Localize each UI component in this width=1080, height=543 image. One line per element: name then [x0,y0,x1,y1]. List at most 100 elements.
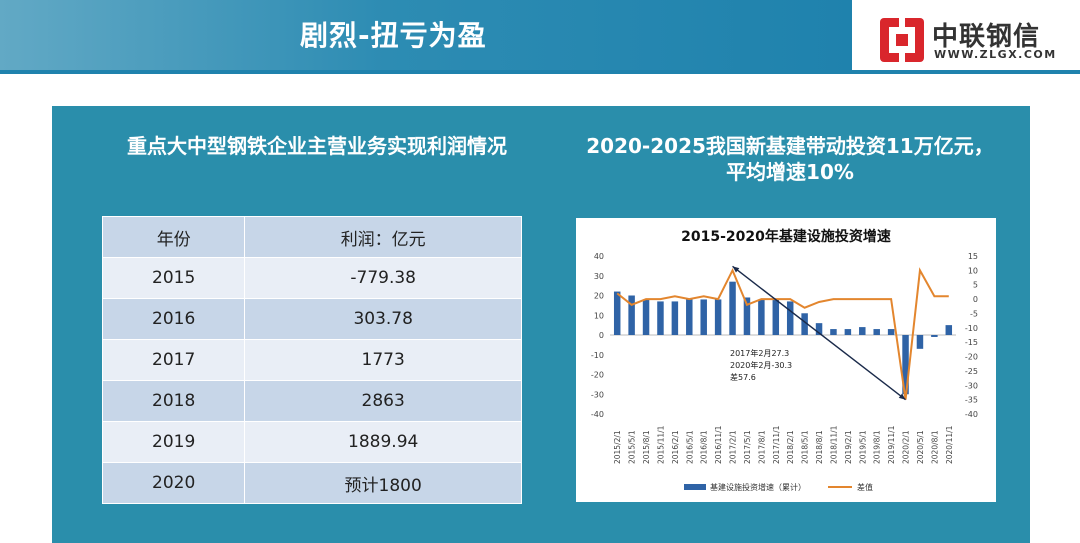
y-left-tick-label: 0 [599,331,604,340]
annotation-arrowhead-start [732,266,740,273]
content-panel: 重点大中型钢铁企业主营业务实现利润情况 年份 利润：亿元 2015 -779.3… [52,106,1030,543]
table-cell-profit: 303.78 [244,298,522,340]
table-cell-year: 2017 [101,339,246,381]
page-title: 剧烈-扭亏为盈 [300,19,487,52]
bar [786,301,794,335]
logo-mark-icon [880,18,924,62]
x-tick-label: 2017/8/1 [757,430,766,464]
bar [686,299,693,335]
column-header-profit: 利润：亿元 [244,216,522,258]
annotation-text: 差57.6 [730,372,756,382]
table-cell-profit: 1889.94 [244,421,522,463]
table-row: 2015 -779.38 [101,257,522,299]
bar [945,325,953,335]
table-row: 2016 303.78 [101,298,522,340]
x-tick-label: 2018/11/1 [829,425,838,464]
y-right-tick-label: -5 [970,309,978,318]
annotation-text: 2020年2月-30.3 [730,360,792,370]
annotation-arrowhead-end [898,393,906,400]
x-tick-label: 2016/2/1 [671,430,680,464]
y-right-tick-label: 15 [968,252,978,261]
table-cell-profit: 2863 [244,380,522,422]
bar [714,299,722,335]
infrastructure-chart: 2015-2020年基建设施投资增速 40 30 20 10 0 -10 -20 -30 -40… [576,218,996,502]
series-line [616,267,949,400]
table-cell-year: 2018 [101,380,246,422]
y-left-tick-label: -20 [591,371,604,380]
x-tick-label: 2015/2/1 [613,430,622,464]
x-tick-label: 2017/2/1 [729,430,738,464]
bar [887,329,895,335]
table-cell-year: 2016 [101,298,246,340]
x-tick-label: 2015/11/1 [656,425,665,464]
table-cell-year: 2020 [101,462,246,504]
bar [642,299,650,335]
bar [916,335,924,349]
y-left-tick-label: 20 [594,292,604,301]
x-tick-label: 2018/5/1 [801,430,810,464]
y-left-tick-label: 40 [594,252,604,261]
y-right-tick-label: -20 [965,353,978,362]
bar [902,335,909,395]
bar [657,301,664,335]
y-right-tick-label: -15 [965,338,978,347]
bar [801,313,808,335]
y-left-tick-label: -10 [591,351,604,360]
header-band [0,0,852,70]
logo-name: 中联钢信 [932,22,1041,52]
y-right-tick-label: 10 [968,266,978,275]
legend-swatch-bars [684,484,706,490]
x-tick-label: 2019/8/1 [873,430,882,464]
chart-canvas: 40 30 20 10 0 -10 -20 -30 -40 15 10 5 0 -5 -10 -15 -20 -2… [591,252,978,492]
bar [700,299,707,335]
header-divider [0,70,1080,74]
bar [671,301,679,335]
x-tick-label: 2020/5/1 [916,430,925,464]
x-tick-label: 2017/11/1 [772,425,781,464]
legend-label-bars: 基建设施投资增速（累计） [710,482,806,492]
bar [628,295,635,335]
bar [815,323,823,335]
x-tick-label: 2019/2/1 [844,430,853,464]
bar [931,335,938,337]
bar [758,299,765,335]
chart-title: 2015-2020年基建设施投资增速 [681,229,891,245]
table-cell-profit: 预计1800 [244,462,522,504]
x-tick-label: 2019/11/1 [887,425,896,464]
y-left-tick-label: -30 [591,390,604,399]
x-tick-label: 2019/5/1 [858,430,867,464]
investment-title-line1: 2020-2025我国新基建带动投资11万亿元， [586,134,994,158]
table-row: 2020 预计1800 [101,462,522,504]
table-cell-profit: -779.38 [244,257,522,299]
bar [729,281,736,335]
table-cell-year: 2015 [101,257,246,299]
table-header-row: 年份 利润：亿元 [101,216,522,258]
bar [830,329,837,335]
y-left-tick-label: 30 [594,272,604,281]
investment-title-line2: 平均增速10% [726,160,854,184]
y-right-tick-label: -35 [965,396,978,405]
x-tick-label: 2017/5/1 [743,430,752,464]
table-row: 2018 2863 [101,380,522,422]
annotation-text: 2017年2月27.3 [730,348,789,358]
y-right-tick-label: -30 [965,381,978,390]
profit-table: 年份 利润：亿元 2015 -779.38 2016 303.78 2017 1… [101,216,522,504]
bar [859,327,866,335]
x-tick-label: 2016/8/1 [700,430,709,464]
bar [844,329,852,335]
company-logo: 中联钢信 WWW.ZLGX.COM [880,14,1070,64]
legend-label-line: 差值 [857,482,873,492]
y-right-tick-label: -40 [965,410,978,419]
bar [772,299,780,335]
annotation-arrow [732,265,906,401]
profit-table-title: 重点大中型钢铁企业主营业务实现利润情况 [127,134,507,158]
table-cell-profit: 1773 [244,339,522,381]
x-tick-label: 2020/11/1 [945,425,954,464]
y-right-tick-label: 5 [973,281,978,290]
bar [613,291,621,335]
table-row: 2019 1889.94 [101,421,522,463]
logo-url: WWW.ZLGX.COM [934,48,1057,61]
y-left-tick-label: 10 [594,311,604,320]
column-header-year: 年份 [101,216,246,258]
y-left-tick-label: -40 [591,410,604,419]
